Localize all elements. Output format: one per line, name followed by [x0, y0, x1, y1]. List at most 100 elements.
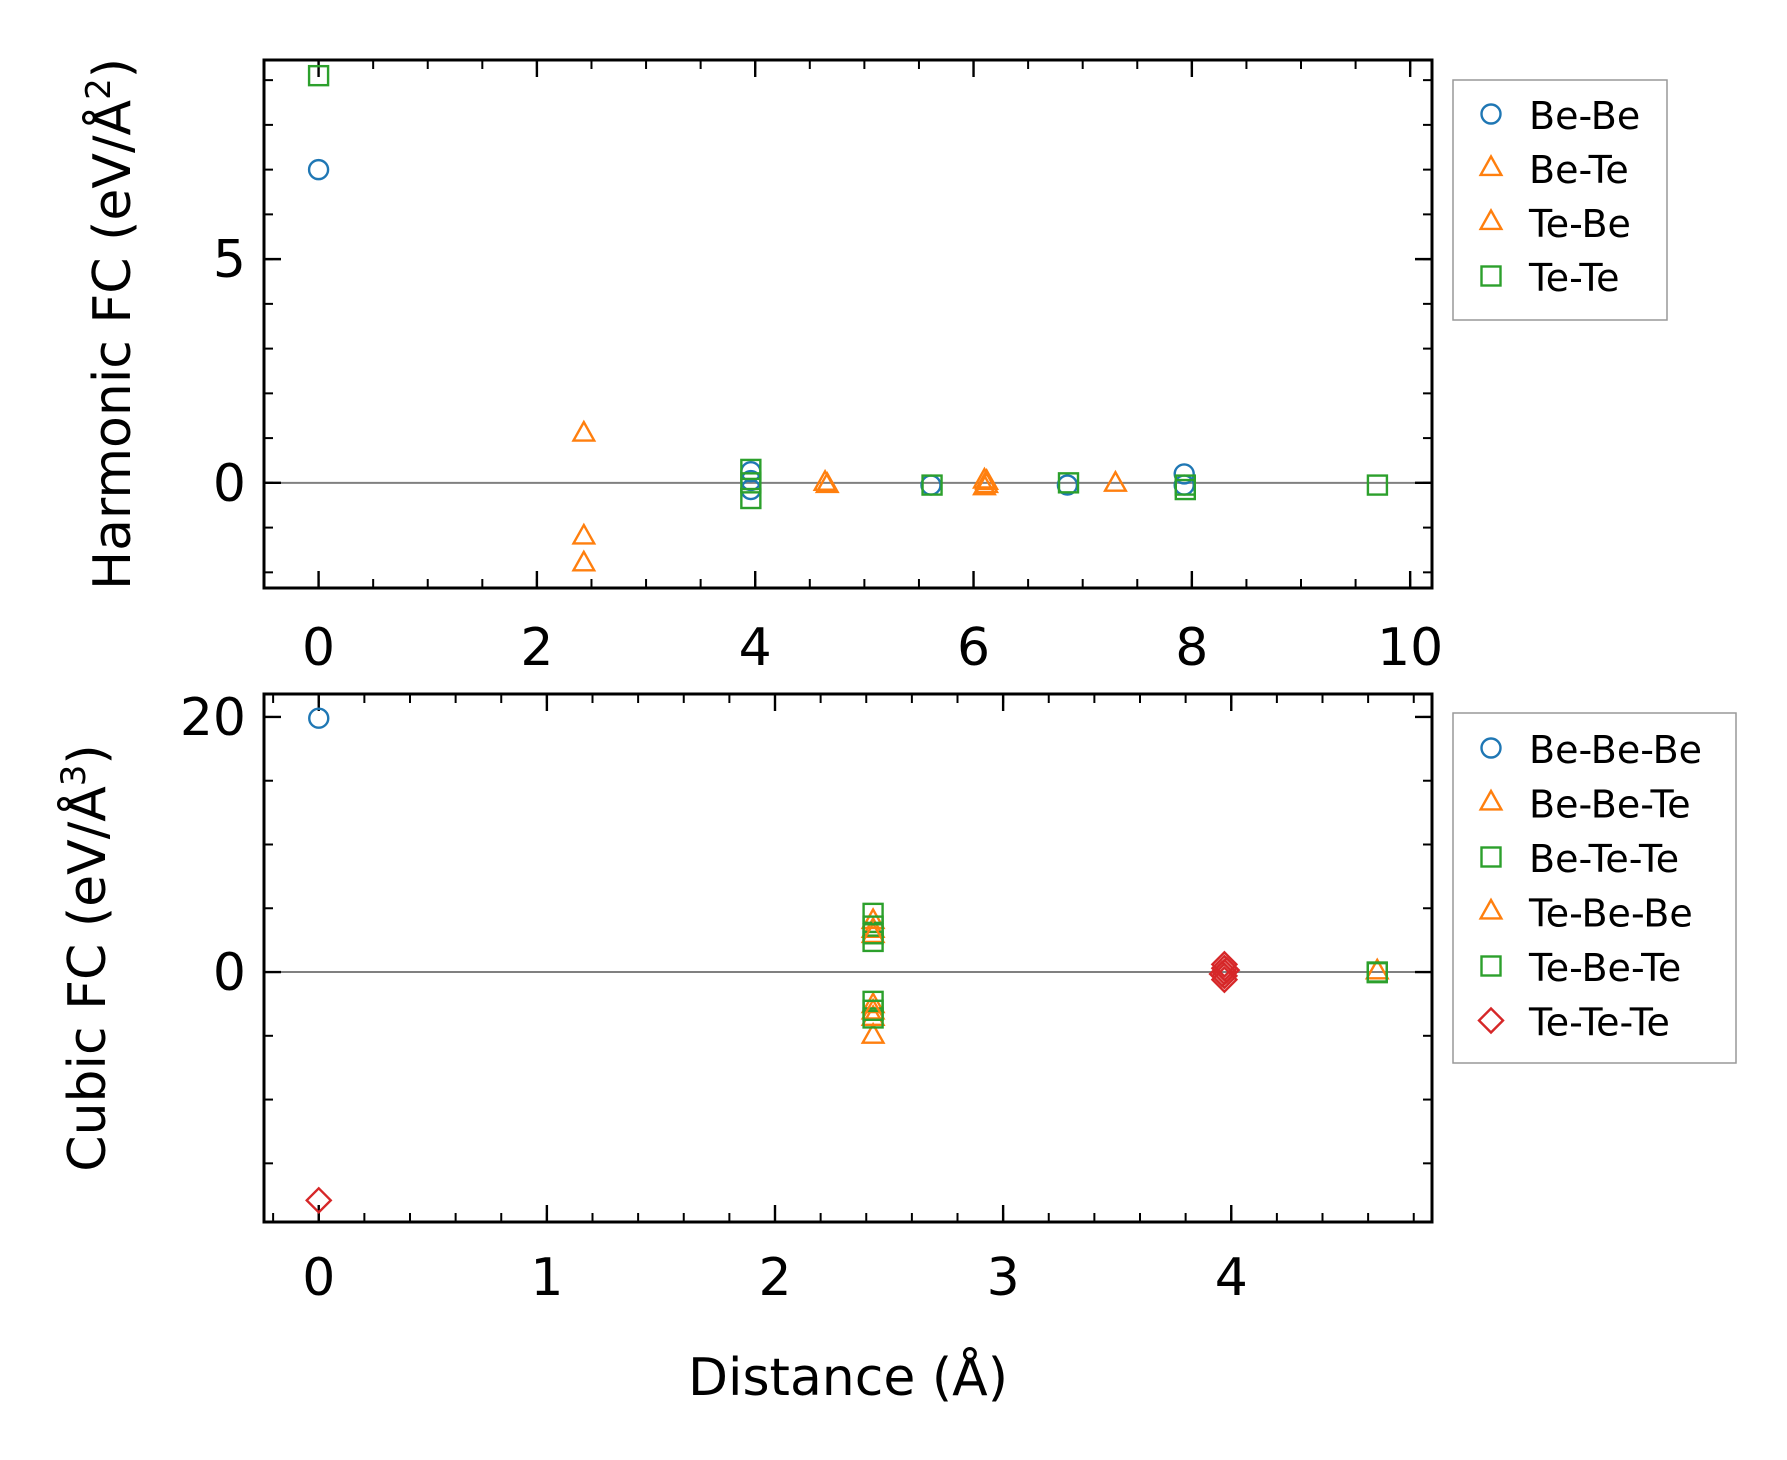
legend-label: Te-Te-Te — [1528, 1001, 1670, 1045]
legend-item: Te-Te-Te — [1477, 1001, 1670, 1045]
y-axis-label-main: Harmonic FC (eV/Å — [81, 99, 143, 590]
data-point — [571, 549, 597, 572]
plot-frame — [262, 692, 1434, 1224]
minor-ticks — [264, 694, 1432, 1222]
minor-ticks — [263, 60, 1432, 588]
series-te-te — [307, 64, 1389, 510]
series-te-te-te — [305, 950, 1241, 1215]
data-point — [862, 999, 884, 1021]
legend-label: Be-Te-Te — [1529, 837, 1679, 881]
data-point — [862, 923, 884, 945]
series-be-be-be — [308, 707, 330, 729]
data-point — [1366, 474, 1389, 496]
legend-marker — [1477, 1006, 1505, 1035]
data-point — [974, 468, 1000, 491]
legend-item: Te-Be-Be — [1478, 892, 1693, 936]
data-point — [1364, 957, 1390, 980]
legend-item: Te-Be-Te — [1480, 946, 1681, 990]
series-be-be — [307, 158, 1195, 501]
x-tick-label: 8 — [1175, 618, 1208, 678]
y-tick-label: 0 — [213, 943, 246, 1003]
data-point — [1366, 961, 1388, 984]
y-axis-label: Harmonic FC (eV/Å2) — [79, 58, 143, 590]
y-axis-label-exponent: 2 — [79, 78, 119, 100]
data-point — [571, 419, 597, 442]
legend-label: Te-Be-Be — [1528, 892, 1693, 936]
y-axis-label-end: ) — [58, 744, 118, 764]
data-point — [740, 458, 762, 481]
legend-marker — [1478, 897, 1504, 920]
data-point — [1103, 469, 1128, 492]
data-point — [860, 921, 886, 944]
legend-marker — [1478, 154, 1504, 177]
y-axis-label-main: Cubic FC (eV/Å — [56, 786, 118, 1172]
x-tick-label: 2 — [758, 1248, 791, 1308]
x-axis-label: Distance (Å) — [688, 1346, 1008, 1408]
data-point — [307, 158, 330, 181]
legend-marker — [1480, 103, 1502, 125]
x-tick-label: 0 — [302, 1248, 335, 1308]
legend-label: Be-Te — [1529, 148, 1629, 192]
x-tick-label: 3 — [987, 1248, 1020, 1308]
data-point — [1174, 478, 1197, 501]
y-axis-label: Cubic FC (eV/Å3) — [54, 744, 118, 1171]
x-tick-label: 1 — [530, 1248, 563, 1308]
legend-label: Te-Te — [1528, 256, 1620, 300]
legend-item: Be-Be — [1480, 94, 1640, 138]
data-point — [571, 522, 597, 545]
data-point — [1173, 463, 1195, 485]
legend-label: Be-Be — [1529, 94, 1640, 138]
legend-marker — [1480, 846, 1502, 868]
x-tick-label: 6 — [957, 618, 990, 678]
legend-label: Be-Be-Te — [1529, 783, 1691, 827]
data-point — [307, 64, 330, 87]
data-point — [974, 471, 1000, 494]
legend-label: Te-Be — [1528, 202, 1631, 246]
series-te-be-te — [862, 923, 1388, 1021]
data-point — [308, 707, 330, 729]
y-tick-label: 5 — [213, 230, 246, 290]
data-point — [1208, 960, 1236, 988]
data-point — [1057, 472, 1080, 494]
series-te-be-be — [860, 921, 886, 1020]
data-point — [860, 1021, 886, 1044]
x-tick-label: 2 — [520, 618, 553, 678]
x-tick-label: 0 — [302, 618, 335, 678]
series-te-be — [814, 468, 1000, 494]
legend-item: Te-Be — [1478, 202, 1631, 246]
data-point — [305, 1186, 333, 1215]
legend-marker — [1478, 788, 1504, 811]
series-be-te — [571, 419, 1128, 572]
legend-frame — [1452, 712, 1737, 1064]
data-point — [860, 907, 886, 930]
y-axis-label-end: ) — [83, 58, 143, 78]
x-tick-label: 10 — [1377, 618, 1443, 678]
data-point — [1210, 950, 1239, 979]
data-point — [740, 487, 762, 510]
legend-frame — [1452, 79, 1668, 321]
data-point — [860, 991, 886, 1014]
data-point — [920, 474, 942, 496]
series-be-te-te — [862, 902, 1388, 1029]
legend-marker — [1480, 955, 1502, 977]
x-tick-label: 4 — [1215, 1248, 1248, 1308]
series-be-be-te — [860, 907, 1390, 1044]
plot-frame — [262, 58, 1434, 590]
y-axis-label-exponent: 3 — [54, 765, 94, 787]
data-point — [860, 997, 886, 1020]
data-point — [860, 915, 886, 939]
legend-label: Be-Be-Be — [1529, 728, 1702, 772]
legend-label: Te-Be-Te — [1528, 946, 1681, 990]
x-tick-label: 4 — [739, 618, 772, 678]
legend-item: Be-Be-Be — [1480, 728, 1702, 772]
legend-item: Be-Be-Te — [1478, 783, 1691, 827]
data-point — [814, 471, 840, 494]
data-point — [1173, 474, 1195, 496]
legend-item: Be-Te-Te — [1480, 837, 1679, 881]
legend: Be-Be Be-Te Te-Be Te-Te — [1452, 79, 1668, 321]
legend-marker — [1478, 208, 1504, 231]
y-tick-label: 0 — [213, 454, 246, 514]
